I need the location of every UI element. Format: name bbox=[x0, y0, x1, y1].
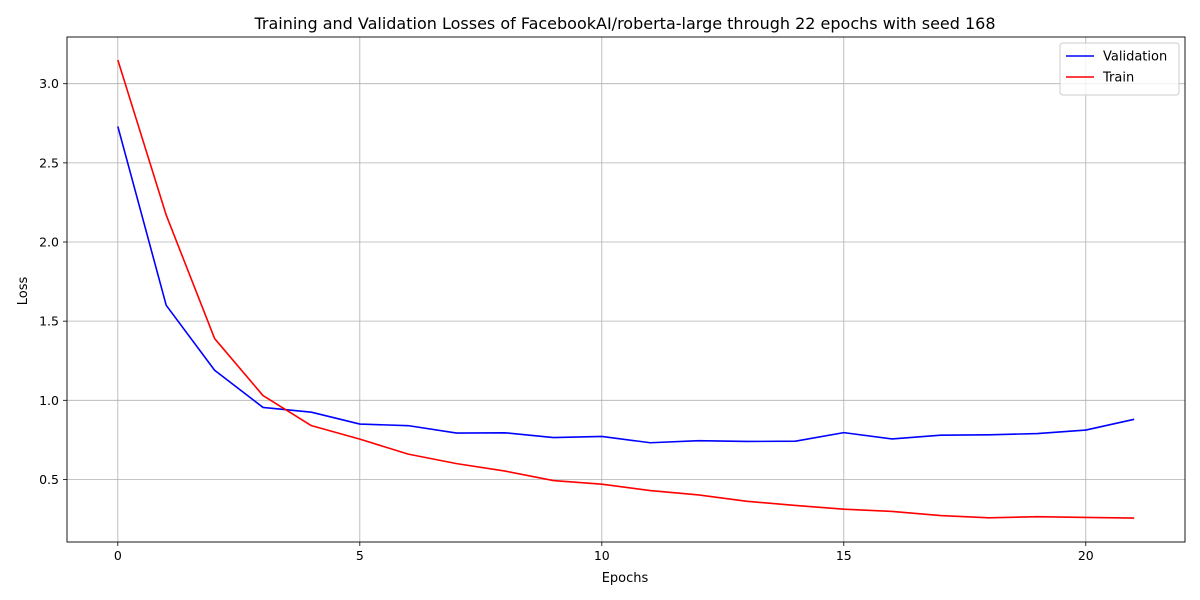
y-tick-label: 2.5 bbox=[39, 155, 59, 170]
legend-label: Train bbox=[1102, 71, 1134, 86]
y-axis-label: Loss bbox=[16, 277, 31, 306]
y-tick-label: 1.5 bbox=[39, 314, 59, 329]
series-line-train bbox=[117, 59, 1135, 519]
y-tick-label: 2.0 bbox=[39, 235, 59, 250]
x-tick-label: 0 bbox=[114, 548, 122, 563]
series-lines bbox=[117, 59, 1135, 519]
x-tick-label: 10 bbox=[594, 548, 610, 563]
y-tick-label: 1.0 bbox=[39, 393, 59, 408]
x-tick-label: 5 bbox=[356, 548, 364, 563]
grid-lines bbox=[67, 37, 1185, 542]
x-tick-label: 15 bbox=[836, 548, 852, 563]
legend: Validation Train bbox=[1059, 42, 1180, 96]
y-tick-label: 0.5 bbox=[39, 472, 59, 487]
x-axis-label: Epochs bbox=[602, 571, 649, 586]
plot-area-frame bbox=[66, 36, 1186, 543]
chart-title: Training and Validation Losses of Facebo… bbox=[253, 14, 995, 33]
series-line-validation bbox=[117, 126, 1135, 444]
legend-label: Validation bbox=[1103, 50, 1167, 65]
axis-ticks: 0 5 10 15 20 0.5 1.0 1.5 2.0 2.5 3.0 bbox=[39, 76, 1094, 563]
y-tick-label: 3.0 bbox=[39, 76, 59, 91]
x-tick-label: 20 bbox=[1078, 548, 1094, 563]
